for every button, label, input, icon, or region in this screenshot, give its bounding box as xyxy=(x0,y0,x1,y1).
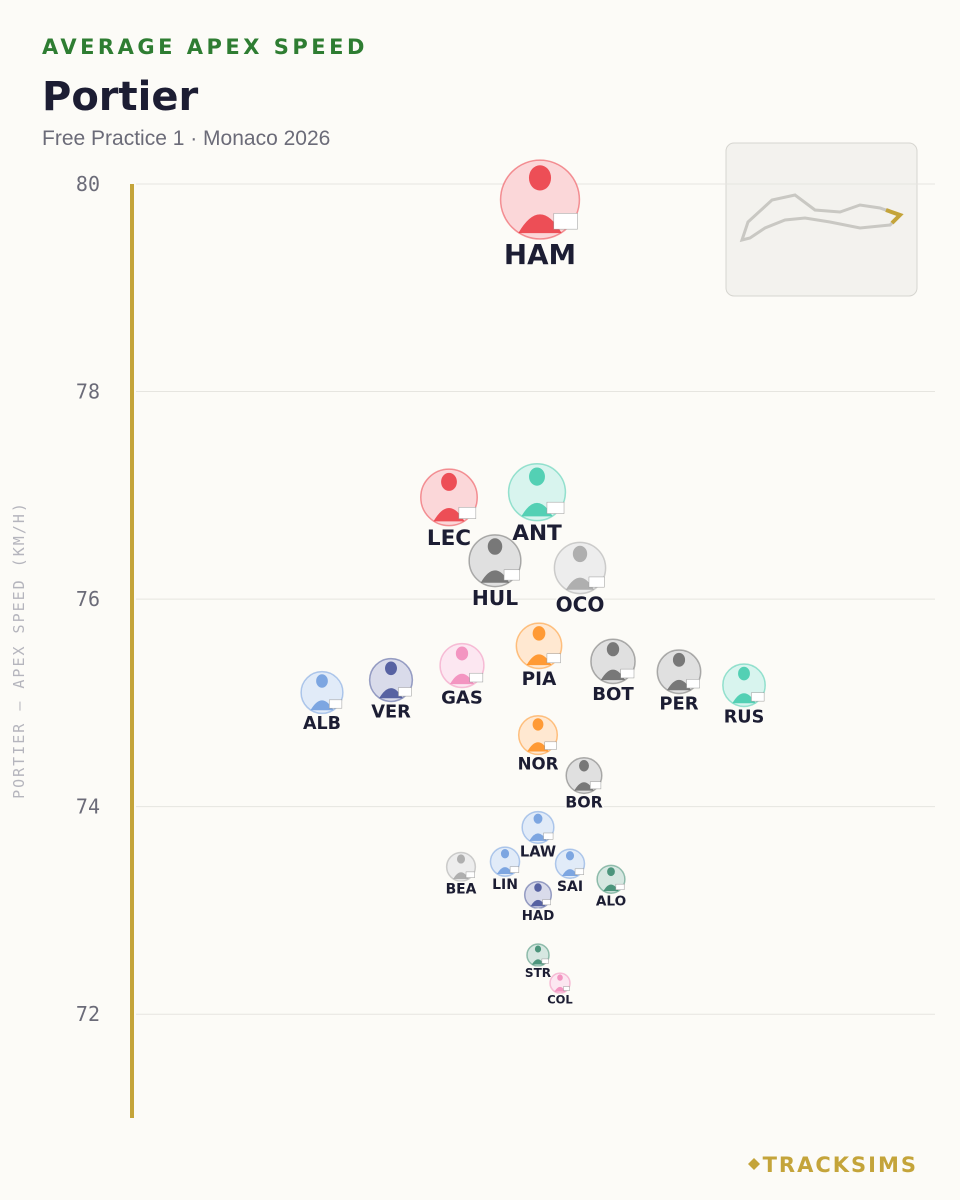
driver-silhouette xyxy=(667,652,691,691)
driver-label: LEC xyxy=(427,526,471,551)
track-map xyxy=(725,142,918,297)
driver-label: SAI xyxy=(557,879,583,895)
driver-label: HAM xyxy=(504,238,576,271)
driver-silhouette xyxy=(554,974,566,992)
driver-silhouette xyxy=(527,718,549,752)
driver-label: BEA xyxy=(446,882,477,898)
kicker: AVERAGE APEX SPEED xyxy=(42,35,368,59)
flag xyxy=(563,986,570,991)
flag xyxy=(469,672,484,683)
flag xyxy=(509,866,520,873)
driver-label: ANT xyxy=(512,521,562,546)
y-tick-label: 72 xyxy=(76,1002,100,1026)
flag xyxy=(544,741,557,750)
flag xyxy=(553,213,578,230)
flag xyxy=(398,687,412,697)
driver-label: OCO xyxy=(556,593,605,617)
flag xyxy=(541,958,549,964)
driver-label: RUS xyxy=(724,707,765,727)
flag xyxy=(546,501,565,514)
driver-silhouette xyxy=(603,867,619,892)
flag xyxy=(503,569,520,581)
driver-label: PIA xyxy=(522,669,557,690)
subtitle: Free Practice 1 · Monaco 2026 xyxy=(42,127,330,150)
driver-label: BOR xyxy=(565,793,603,812)
driver-silhouette xyxy=(574,760,594,791)
flag xyxy=(542,899,551,906)
driver-silhouette xyxy=(496,848,514,875)
flag xyxy=(615,883,625,890)
driver-label: ALO xyxy=(596,893,626,909)
brand: TRACKSIMS xyxy=(763,1153,918,1177)
driver-silhouette xyxy=(310,674,334,711)
chart-title: Portier xyxy=(42,74,198,120)
flag xyxy=(458,507,477,519)
brand-mark xyxy=(748,1158,760,1170)
driver-silhouette xyxy=(600,642,626,681)
driver-silhouette xyxy=(453,854,469,880)
driver-silhouette xyxy=(449,646,475,685)
flag xyxy=(620,668,635,679)
flag xyxy=(751,692,765,702)
flag xyxy=(543,832,554,840)
flag xyxy=(588,576,605,588)
flag xyxy=(329,699,343,709)
driver-silhouette xyxy=(518,165,562,234)
driver-label: NOR xyxy=(518,754,559,773)
driver-silhouette xyxy=(526,626,552,666)
flag xyxy=(574,868,585,875)
y-tick-label: 80 xyxy=(76,172,100,196)
driver-silhouette xyxy=(529,813,547,841)
y-tick-label: 78 xyxy=(76,380,100,404)
driver-silhouette xyxy=(521,467,553,517)
driver-silhouette xyxy=(732,666,756,704)
driver-silhouette xyxy=(565,545,595,590)
y-tick-label: 76 xyxy=(76,587,100,611)
driver-silhouette xyxy=(379,661,403,699)
driver-label: LAW xyxy=(520,844,556,861)
driver-silhouette xyxy=(562,851,578,877)
flag xyxy=(589,781,602,790)
driver-silhouette xyxy=(531,945,545,965)
y-axis-label: PORTIER — APEX SPEED (KM/H) xyxy=(10,501,28,799)
driver-label: PER xyxy=(659,694,698,715)
driver-label: HAD xyxy=(522,909,555,924)
driver-label: HUL xyxy=(472,586,518,610)
driver-label: COL xyxy=(547,992,573,1006)
driver-silhouette xyxy=(433,472,465,522)
y-tick-label: 74 xyxy=(76,795,100,819)
driver-label: LIN xyxy=(492,877,518,893)
flag xyxy=(546,653,561,664)
flag xyxy=(686,679,700,689)
driver-label: VER xyxy=(371,702,411,722)
driver-label: ALB xyxy=(303,714,341,734)
flag xyxy=(465,871,475,878)
driver-label: GAS xyxy=(441,688,483,709)
driver-label: BOT xyxy=(592,684,634,705)
driver-label: STR xyxy=(525,966,552,980)
driver-silhouette xyxy=(480,538,510,583)
driver-silhouette xyxy=(530,883,546,907)
